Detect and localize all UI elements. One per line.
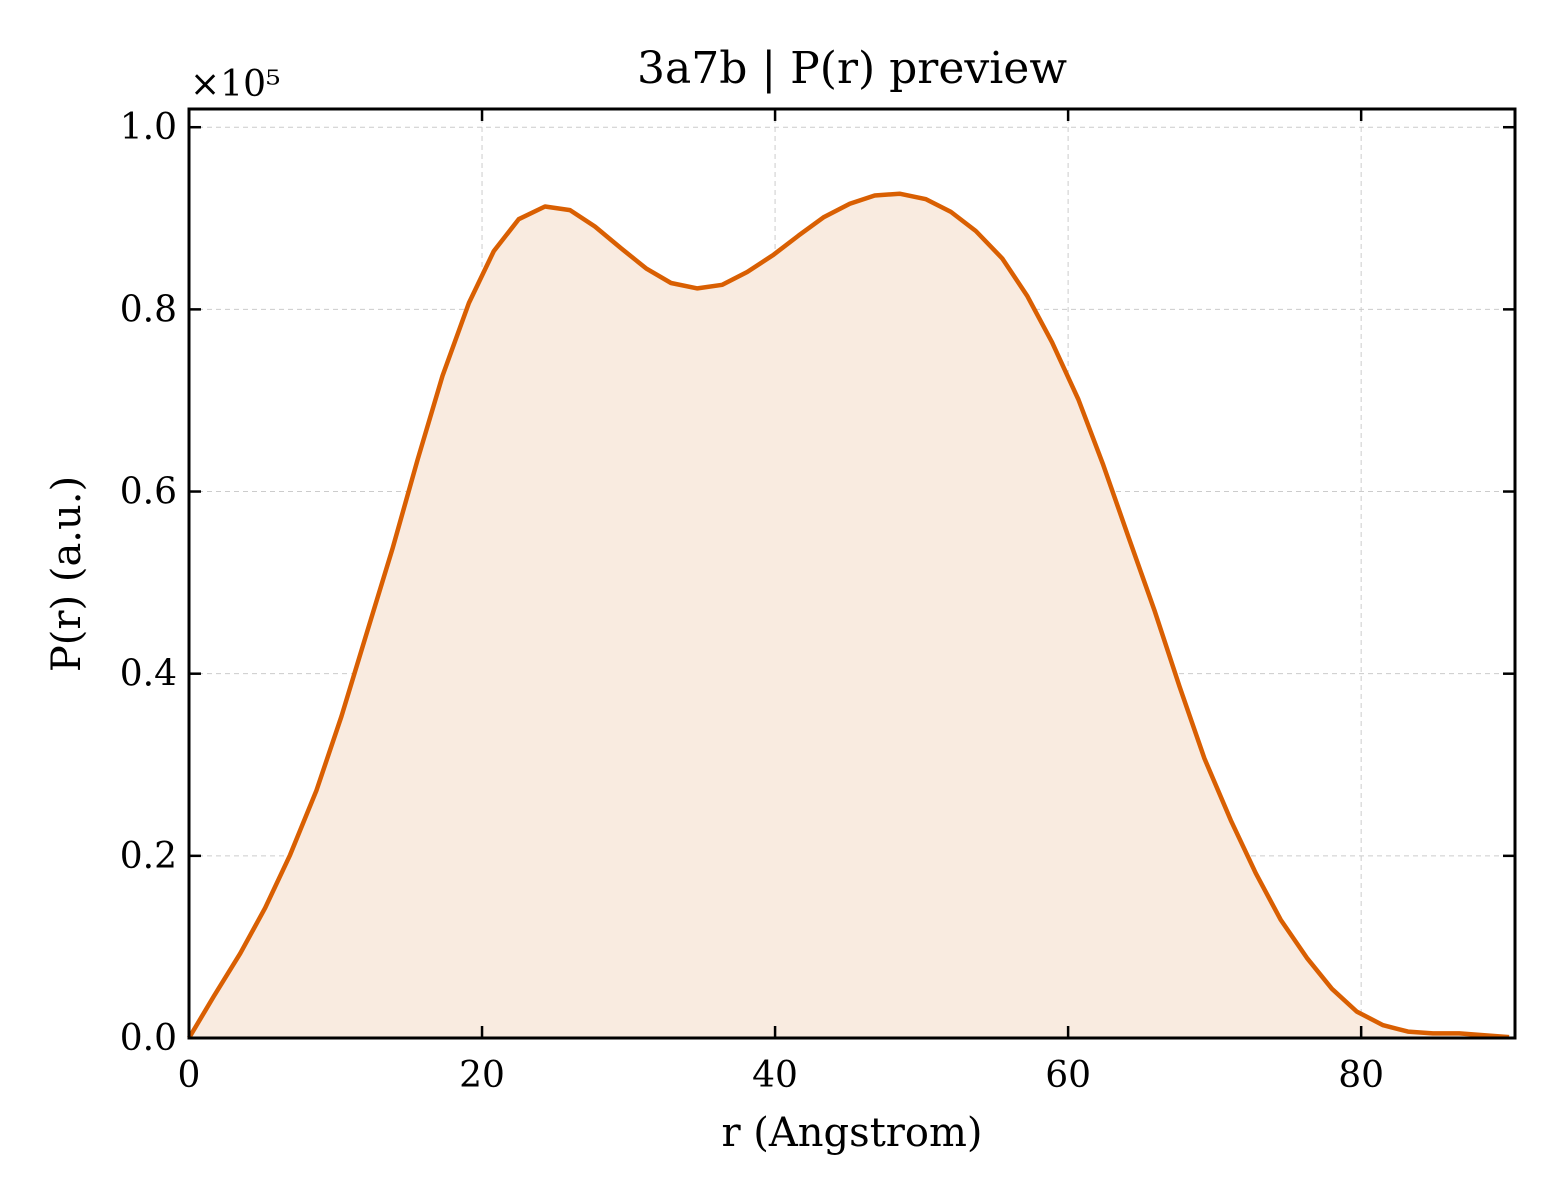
x-tick-label: 40 — [752, 1055, 798, 1096]
axis-ticks — [187, 109, 1515, 1040]
y-offset-label: ×10⁵ — [190, 64, 280, 105]
y-tick-label: 0.6 — [120, 472, 177, 513]
tick-labels: 0 20 40 60 80 0.0 0.2 0.4 0.6 0.8 1.0 — [120, 107, 1384, 1096]
y-tick-label: 0.0 — [120, 1018, 177, 1059]
x-tick-label: 80 — [1338, 1055, 1384, 1096]
x-tick-label: 60 — [1045, 1055, 1091, 1096]
y-tick-label: 1.0 — [120, 107, 177, 148]
plot-frame — [187, 107, 1517, 1040]
pr-series-line — [187, 191, 1510, 1040]
x-axis-label: r (Angstrom) — [721, 1110, 982, 1156]
y-tick-label: 0.4 — [120, 654, 177, 695]
y-tick-label: 0.8 — [120, 289, 177, 330]
x-tick-label: 20 — [459, 1055, 505, 1096]
chart-title: 3a7b | P(r) preview — [637, 43, 1067, 94]
y-axis-label: P(r) (a.u.) — [44, 476, 90, 672]
x-tick-label: 0 — [178, 1055, 201, 1096]
y-tick-label: 0.2 — [120, 836, 177, 877]
pr-area-fill — [189, 193, 1510, 1038]
